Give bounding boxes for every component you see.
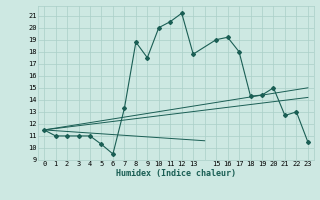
X-axis label: Humidex (Indice chaleur): Humidex (Indice chaleur): [116, 169, 236, 178]
